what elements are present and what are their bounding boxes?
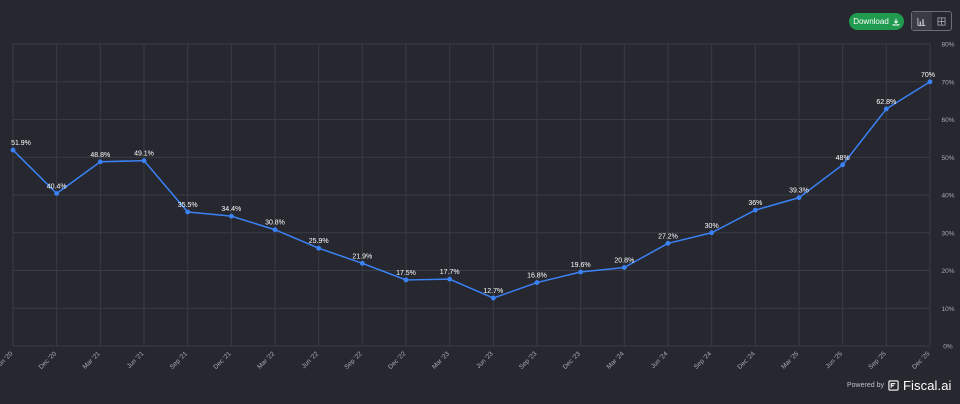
data-point[interactable]	[54, 191, 60, 196]
data-label: 34.4%	[221, 206, 241, 213]
view-toggle	[911, 11, 952, 31]
data-label: 49.1%	[134, 151, 154, 158]
y-tick-label: 40%	[941, 193, 954, 200]
x-tick-label: Dec '23	[562, 350, 583, 371]
data-label: 48%	[836, 155, 850, 162]
data-label: 12.7%	[483, 288, 503, 295]
data-label: 39.3%	[789, 188, 809, 195]
data-point[interactable]	[10, 147, 16, 153]
data-label: 30%	[705, 223, 719, 230]
y-tick-label: 70%	[941, 79, 954, 86]
x-tick-label: Mar '21	[82, 350, 102, 370]
x-tick-label: Sep '25	[867, 350, 888, 371]
x-tick-label: Dec '25	[911, 350, 932, 371]
y-tick-label: 50%	[941, 155, 954, 162]
data-point[interactable]	[796, 195, 802, 201]
data-label: 17.7%	[440, 269, 460, 276]
x-tick-label: Sep '22	[343, 350, 364, 371]
y-tick-label: 20%	[941, 268, 954, 275]
data-label: 48.8%	[90, 152, 110, 159]
x-tick-label: Jun '22	[300, 350, 320, 370]
data-point[interactable]	[927, 79, 933, 85]
y-tick-label: 30%	[941, 230, 954, 237]
x-tick-label: Sep '23	[518, 350, 539, 371]
x-tick-label: Sep '24	[693, 350, 714, 371]
download-label: Download	[853, 17, 889, 26]
table-view-button[interactable]	[932, 12, 952, 30]
data-point[interactable]	[534, 280, 540, 285]
data-point[interactable]	[185, 209, 191, 215]
data-point[interactable]	[665, 240, 671, 246]
data-point[interactable]	[490, 295, 496, 301]
chart-view-button[interactable]	[912, 12, 932, 30]
data-label: 16.8%	[527, 273, 547, 280]
x-tick-label: Dec '20	[38, 350, 59, 371]
data-point[interactable]	[447, 276, 453, 282]
series-line	[12, 81, 931, 299]
x-tick-label: Jun '21	[126, 350, 146, 370]
data-point[interactable]	[141, 158, 147, 164]
data-label: 62.8%	[876, 99, 896, 106]
x-tick-label: Mar '23	[431, 350, 451, 370]
brand-name: Fiscal.ai	[902, 378, 952, 393]
x-tick-label: Jun '25	[824, 350, 844, 370]
x-tick-label: Mar '25	[780, 350, 800, 370]
x-tick-label: Jun '20	[0, 350, 15, 370]
data-point[interactable]	[709, 230, 715, 236]
y-tick-label: 10%	[941, 306, 954, 313]
data-label: 36%	[748, 200, 762, 207]
bar-chart-icon	[917, 17, 926, 26]
data-point[interactable]	[578, 269, 584, 275]
data-point[interactable]	[359, 260, 365, 266]
data-point[interactable]	[316, 245, 322, 251]
x-tick-label: Jun '24	[650, 350, 670, 370]
y-tick-label: 80%	[941, 42, 954, 49]
download-icon	[892, 18, 900, 26]
data-point[interactable]	[840, 162, 846, 168]
download-button[interactable]: Download	[849, 13, 904, 30]
data-point[interactable]	[752, 207, 758, 213]
powered-by: Powered by Fiscal.ai	[847, 378, 952, 393]
data-label: 20.8%	[614, 257, 634, 264]
data-label: 51.9%	[11, 140, 31, 147]
data-point[interactable]	[228, 213, 234, 219]
x-tick-label: Mar '24	[606, 350, 626, 370]
data-label: 25.9%	[309, 238, 329, 245]
x-tick-label: Dec '22	[387, 350, 408, 371]
data-point[interactable]	[403, 277, 409, 283]
fiscal-logo-icon	[888, 380, 899, 391]
x-tick-label: Jun '23	[475, 350, 495, 370]
x-tick-label: Dec '21	[212, 350, 233, 371]
data-label: 21.9%	[352, 253, 372, 260]
data-label: 35.5%	[178, 202, 198, 209]
data-point[interactable]	[272, 227, 278, 233]
data-point[interactable]	[621, 265, 627, 270]
data-label: 19.6%	[571, 262, 591, 269]
x-tick-label: Mar '22	[256, 350, 276, 370]
data-label: 30.8%	[265, 220, 285, 227]
y-tick-label: 0%	[943, 344, 953, 351]
data-point[interactable]	[883, 106, 889, 112]
data-point[interactable]	[97, 159, 103, 165]
data-label: 17.5%	[396, 270, 416, 277]
data-label: 27.2%	[658, 233, 678, 240]
data-label: 40.4%	[47, 183, 67, 190]
data-label: 70%	[921, 72, 935, 79]
x-tick-label: Dec '24	[736, 350, 757, 371]
powered-by-text: Powered by	[847, 382, 884, 389]
x-tick-label: Sep '21	[169, 350, 190, 371]
table-grid-icon	[937, 16, 946, 26]
y-tick-label: 60%	[941, 117, 954, 124]
